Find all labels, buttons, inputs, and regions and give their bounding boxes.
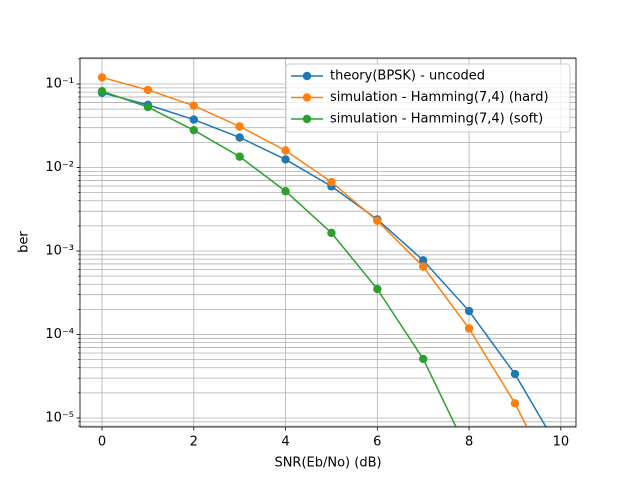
y-tick-label: 10⁻⁴ xyxy=(45,327,74,342)
legend-box xyxy=(285,63,571,133)
data-point xyxy=(281,146,290,155)
data-point xyxy=(143,85,153,95)
data-point xyxy=(235,133,244,142)
data-point xyxy=(373,216,382,226)
plot-frame xyxy=(79,57,577,428)
y-tick-label: 10⁻³ xyxy=(45,244,74,259)
data-point xyxy=(97,87,107,96)
data-point xyxy=(189,125,198,135)
plot-area xyxy=(97,73,547,458)
data-point xyxy=(464,324,474,333)
x-tick-label: 6 xyxy=(373,435,381,450)
data-point xyxy=(510,369,520,379)
legend-marker xyxy=(302,93,312,102)
data-point xyxy=(189,101,198,110)
data-point xyxy=(510,399,520,408)
x-axis-label: SNR(Eb/No) (dB) xyxy=(274,456,381,471)
data-point xyxy=(281,187,290,196)
data-point xyxy=(143,102,153,112)
data-point xyxy=(235,122,244,131)
x-tick-label: 10 xyxy=(553,435,570,450)
data-point xyxy=(419,354,428,364)
series-line xyxy=(101,76,528,427)
legend-marker xyxy=(302,71,312,81)
data-point xyxy=(327,228,336,238)
data-point xyxy=(419,262,428,271)
legend-label: simulation - Hamming(7,4) (hard) xyxy=(330,90,549,105)
data-point xyxy=(235,152,244,161)
x-tick-label: 8 xyxy=(465,435,473,450)
legend-label: simulation - Hamming(7,4) (soft) xyxy=(330,112,543,127)
data-point xyxy=(189,115,198,124)
y-tick-label: 10⁻⁵ xyxy=(45,410,74,425)
y-tick-label: 10⁻² xyxy=(45,160,74,175)
data-point xyxy=(419,256,428,265)
series-line xyxy=(101,92,547,427)
data-point xyxy=(464,306,474,316)
x-tick-label: 0 xyxy=(98,435,106,450)
data-point xyxy=(97,73,107,82)
x-tick-label: 2 xyxy=(190,435,198,450)
data-point xyxy=(281,155,290,164)
y-tick-label: 10⁻¹ xyxy=(45,77,74,92)
data-point xyxy=(465,450,473,458)
legend-label: theory(BPSK) - uncoded xyxy=(330,69,485,84)
data-point xyxy=(327,177,336,187)
x-tick-label: 4 xyxy=(281,435,289,450)
y-axis-label: ber xyxy=(17,231,32,253)
data-point xyxy=(373,284,382,294)
legend-marker xyxy=(302,114,312,124)
